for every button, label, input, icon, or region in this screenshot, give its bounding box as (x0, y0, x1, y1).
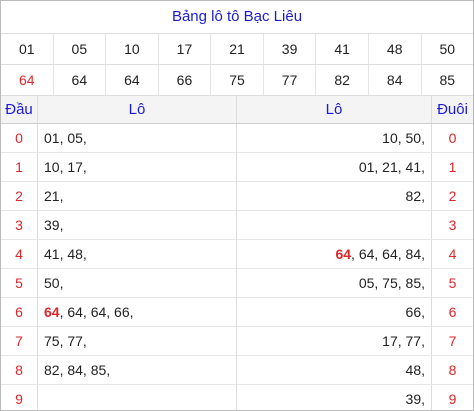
lo-special: 64 (44, 304, 60, 320)
dau-cell: 9 (1, 385, 38, 410)
lo-list: 41, 48, (44, 246, 87, 262)
table-row: 6 64, 64, 64, 66, 66, 6 (1, 298, 473, 327)
column-header: Lô (237, 96, 432, 123)
lo-list: 10, 50, (382, 130, 425, 146)
lo-right-cell: 48, (237, 356, 432, 384)
number-cell: 41 (316, 34, 369, 64)
number-grid: 01 05 10 17 21 39 41 48 50 64 64 64 66 75 77 82 84 85 (1, 34, 473, 96)
dau-cell: 0 (1, 124, 38, 152)
table-row: 8 82, 84, 85, 48, 8 (1, 356, 473, 385)
table-row: 1 10, 17, 01, 21, 41, 1 (1, 153, 473, 182)
number-cell: 84 (369, 65, 422, 95)
column-header: Đầu (1, 96, 38, 123)
duoi-cell: 5 (448, 275, 457, 291)
table-row: 5 50, 05, 75, 85, 5 (1, 269, 473, 298)
number-cell: 21 (211, 34, 264, 64)
lo-list: 05, 75, 85, (358, 275, 425, 291)
lo-list: 50, (44, 275, 64, 291)
lo-left-cell (38, 385, 237, 410)
duoi-cell: 3 (448, 217, 457, 233)
lo-right-cell: 05, 75, 85, (237, 269, 432, 297)
number-cell: 64 (1, 65, 54, 95)
lo-list: 01, 21, 41, (358, 159, 425, 175)
lo-right-cell: 17, 77, (237, 327, 432, 355)
column-header: Lô (38, 96, 237, 123)
duoi-cell: 0 (448, 130, 457, 146)
dau-cell: 5 (1, 269, 38, 297)
lo-left-cell: 39, (38, 211, 237, 239)
lo-left-cell: 75, 77, (38, 327, 237, 355)
lo-left-cell: 21, (38, 182, 237, 210)
lo-list: 75, 77, (44, 333, 87, 349)
table-row: 4 41, 48, 64, 64, 64, 84, 4 (1, 240, 473, 269)
title: Bảng lô tô Bạc Liêu (1, 1, 473, 34)
number-cell: 48 (369, 34, 422, 64)
duoi-cell: 6 (448, 304, 457, 320)
lo-right-cell: 39, (237, 385, 432, 410)
lo-right-cell: 64, 64, 64, 84, (237, 240, 432, 268)
lo-list: 21, (44, 188, 64, 204)
number-cell: 66 (159, 65, 212, 95)
number-cell: 64 (106, 65, 159, 95)
lo-right-cell: 10, 50, (237, 124, 432, 152)
dau-cell: 7 (1, 327, 38, 355)
lo-list: 39, (44, 217, 64, 233)
number-cell: 82 (316, 65, 369, 95)
lo-left-cell: 41, 48, (38, 240, 237, 268)
lo-right-cell: 01, 21, 41, (237, 153, 432, 181)
lo-list: 82, 84, 85, (44, 362, 111, 378)
duoi-cell: 7 (448, 333, 457, 349)
lo-left-cell: 10, 17, (38, 153, 237, 181)
column-header: Đuôi (437, 101, 468, 118)
lo-left-cell: 01, 05, (38, 124, 237, 152)
lo-list: 39, (405, 391, 425, 407)
number-row: 01 05 10 17 21 39 41 48 50 (1, 34, 473, 65)
table-row: 2 21, 82, 2 (1, 182, 473, 211)
lo-list: 48, (405, 362, 425, 378)
lo-right-cell: 82, (237, 182, 432, 210)
duoi-cell: 4 (448, 246, 457, 262)
lo-list: 66, (405, 304, 425, 320)
duoi-cell: 8 (448, 362, 457, 378)
lo-list: , 64, 64, 66, (59, 304, 134, 320)
lo-left-cell: 50, (38, 269, 237, 297)
lo-left-cell: 82, 84, 85, (38, 356, 237, 384)
table-row: 9 39, 9 (1, 385, 473, 410)
number-cell: 05 (54, 34, 107, 64)
dau-cell: 6 (1, 298, 38, 326)
lo-list: 01, 05, (44, 130, 87, 146)
lo-list: , 64, 64, 84, (351, 246, 425, 262)
number-cell: 01 (1, 34, 54, 64)
number-row: 64 64 64 66 75 77 82 84 85 (1, 65, 473, 96)
table-row: 3 39, 3 (1, 211, 473, 240)
lo-left-cell: 64, 64, 64, 66, (38, 298, 237, 326)
dau-cell: 8 (1, 356, 38, 384)
table-row: 7 75, 77, 17, 77, 7 (1, 327, 473, 356)
duoi-cell: 9 (448, 391, 457, 407)
number-cell: 17 (159, 34, 212, 64)
dau-cell: 2 (1, 182, 38, 210)
lo-list: 17, 77, (382, 333, 425, 349)
table-row: 0 01, 05, 10, 50, 0 (1, 124, 473, 153)
number-cell: 64 (54, 65, 107, 95)
lo-right-cell: 66, (237, 298, 432, 326)
number-cell: 10 (106, 34, 159, 64)
dau-cell: 4 (1, 240, 38, 268)
lo-list: 82, (405, 188, 425, 204)
duoi-cell: 2 (448, 188, 457, 204)
header-row: Đầu Lô Lô Đuôi (1, 96, 473, 124)
lo-right-cell (237, 211, 432, 239)
number-cell: 39 (264, 34, 317, 64)
number-cell: 75 (211, 65, 264, 95)
duoi-cell: 1 (448, 159, 457, 175)
dau-cell: 3 (1, 211, 38, 239)
number-cell: 50 (439, 41, 456, 57)
lo-list: 10, 17, (44, 159, 87, 175)
number-cell: 85 (439, 72, 456, 88)
lo-table: Đầu Lô Lô Đuôi 0 01, 05, 10, 50, 0 1 10, 17, 01, 2… (1, 96, 473, 410)
dau-cell: 1 (1, 153, 38, 181)
number-cell: 77 (264, 65, 317, 95)
lo-special: 64 (335, 246, 352, 262)
